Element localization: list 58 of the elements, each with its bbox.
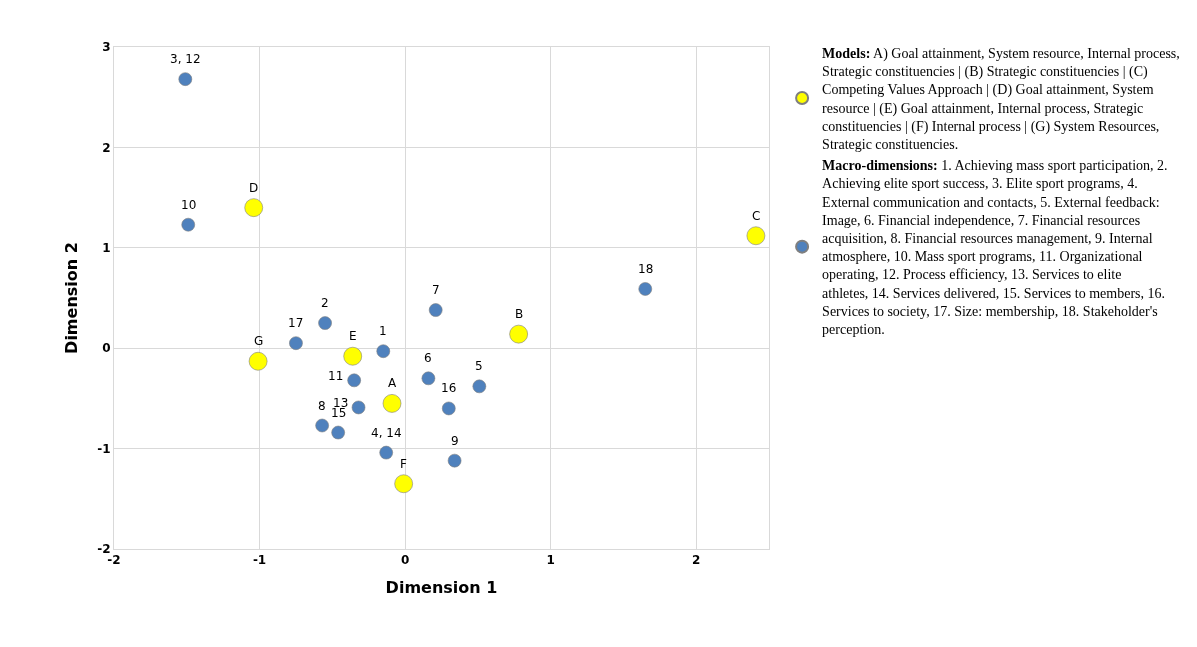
point [318, 316, 332, 330]
point [315, 418, 329, 433]
annotation: 9 [451, 434, 459, 448]
point [638, 282, 653, 296]
point [428, 303, 443, 317]
point [421, 371, 436, 386]
x-tick-label: 1 [546, 553, 555, 568]
point [347, 373, 361, 388]
annotation: A [388, 376, 397, 390]
annotation: 5 [475, 359, 483, 373]
x-tick-label: 2 [692, 553, 701, 568]
annotation: G [254, 334, 264, 348]
annotation: C [752, 209, 761, 223]
point [382, 394, 402, 413]
y-tick-label: 3 [102, 40, 111, 55]
y-tick-label: 0 [102, 341, 111, 356]
point [509, 324, 528, 344]
y-axis-title: Dimension 2 [62, 242, 82, 354]
text: Macro-dimensions: 1. Achieving mass sport participation, 2. Achieving elite sport success, 3. Elite sport programs, 4. External communication and contacts, 5. External feedback: Image, 6. Financial independence, 7. Financial resources acquisition, 8. Financial resources management, 9. Internal atmosphere, 10. Mass sport programs, 11. Organizational operating, 12. Process efficiency, 13. Services to elite athletes, 14. Services delivered, 15. Services to members, 16. Services to society, 17. Size: membership, 18. Stakeholder's perception. [822, 158, 1168, 338]
annotation: 11 [328, 369, 344, 383]
annotation: 3, 12 [170, 52, 201, 66]
annotation: D [249, 181, 259, 195]
point [376, 344, 391, 358]
point [447, 453, 462, 468]
point [244, 198, 264, 217]
y-tick-label: -1 [97, 441, 111, 456]
y-tick-label: 2 [102, 140, 111, 155]
annotation: 6 [424, 351, 432, 365]
y-tick-label: -2 [97, 542, 111, 557]
annotation: 8 [318, 399, 326, 413]
annotation: 16 [441, 381, 457, 395]
point [441, 401, 456, 416]
point [178, 72, 193, 86]
point [289, 336, 303, 350]
x-axis-title: Dimension 1 [385, 578, 498, 598]
point [394, 474, 413, 494]
point [379, 445, 393, 460]
point [351, 400, 366, 415]
point [472, 379, 487, 394]
annotation: F [400, 457, 407, 471]
annotation: E [349, 329, 357, 343]
point [331, 425, 345, 440]
annotation: 4, 14 [371, 426, 402, 440]
point [248, 351, 268, 371]
point [181, 217, 196, 232]
y-tick-label: 1 [102, 241, 111, 255]
point [343, 346, 363, 366]
annotation: 7 [432, 283, 440, 297]
annotation: 17 [288, 316, 304, 330]
annotation: 18 [638, 262, 654, 276]
annotation: 2 [321, 296, 329, 310]
legend-label: Models: A) Goal attainment, System resource, Internal process, Strategic constituencies | (B) Strategic constituencies | (C) Competing Values Approach | (D) Goal attainment, System resource | (E) Goal attainment, Internal process, Strategic constituencies | (F) Internal process | (G) System Resources, Strategic constituencies. [822, 46, 1180, 153]
x-tick-label: -1 [252, 553, 267, 568]
point [746, 226, 766, 246]
annotation: 1 [379, 324, 387, 338]
x-tick-label: 0 [400, 553, 410, 568]
annotation: 10 [181, 198, 197, 212]
annotation: B [515, 307, 524, 321]
